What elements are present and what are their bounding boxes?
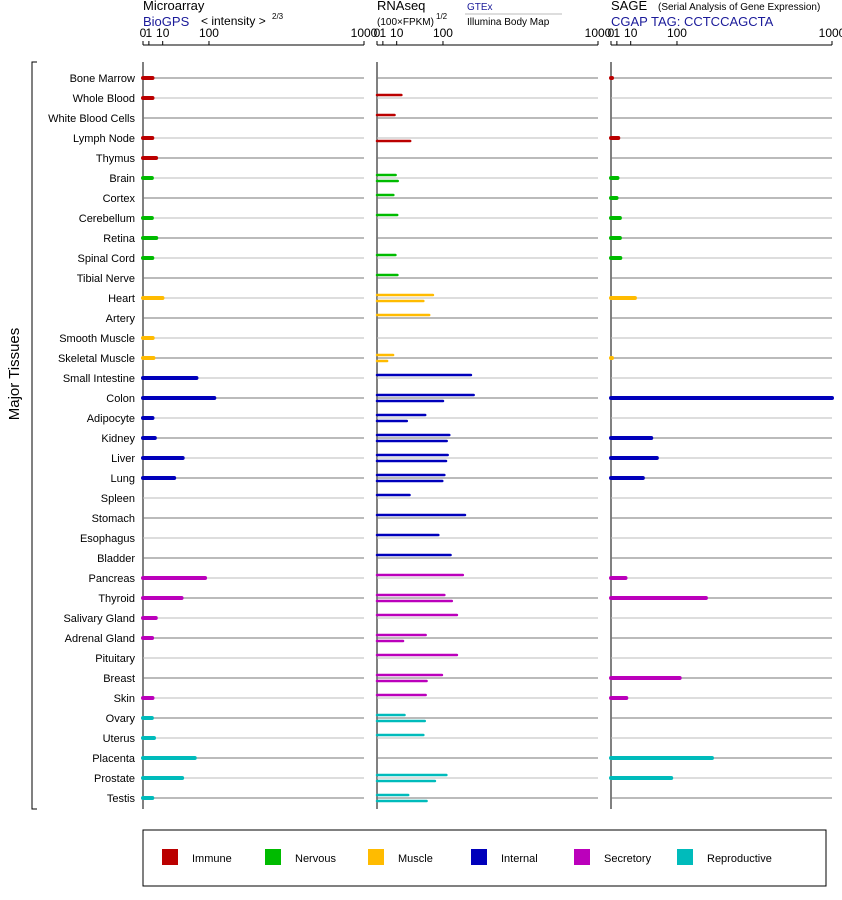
row-label: Artery [106,313,136,325]
legend-swatch [162,849,178,865]
row-label: Smooth Muscle [59,333,135,345]
row-label: Esophagus [80,533,136,545]
rnaseq-unit-exponent: 1/2 [436,12,448,21]
row-label: Prostate [94,773,135,785]
legend-label: Immune [192,853,232,865]
row-label: White Blood Cells [48,113,135,125]
row-labels: Bone Marrow Whole Blood White Blood Cells L… [48,73,136,805]
row-label: Skin [114,693,135,705]
row-label: Adrenal Gland [65,633,135,645]
legend-swatch [471,849,487,865]
row-label: Cortex [103,193,136,205]
legend-item: Reproductive [677,849,772,865]
rnaseq-unit-label: (100×FPKM) [377,17,434,28]
row-label: Adipocyte [87,413,135,425]
row-label: Thymus [96,153,136,165]
legend-item: Muscle [368,849,433,865]
rnaseq-title: RNAseq [377,0,425,13]
legend-label: Secretory [604,853,652,865]
row-label: Ovary [106,713,136,725]
legend-label: Nervous [295,853,336,865]
row-label: Breast [103,673,135,685]
panel-headers: Microarray BioGPS < intensity > 2/3 RNAs… [143,0,820,29]
biogps-link[interactable]: BioGPS [143,14,190,29]
row-label: Uterus [103,733,136,745]
x-tick-label: 0 [608,26,615,40]
row-label: Pituitary [95,653,135,665]
row-label: Whole Blood [73,93,135,105]
row-label: Spleen [101,493,135,505]
x-tick-label: 1 [146,26,153,40]
x-tick-label: 100 [199,26,219,40]
microarray-unit-exponent: 2/3 [272,12,284,21]
legend-swatch [574,849,590,865]
row-label: Heart [108,293,135,305]
x-tick-label: 0 [374,26,381,40]
tissue-bracket [31,61,37,810]
panels: 011010010000110100100001101001000 [140,26,842,809]
x-tick-label: 1000 [585,26,612,40]
row-label: Skeletal Muscle [58,353,135,365]
legend-swatch [368,849,384,865]
legend-item: Secretory [574,849,652,865]
x-tick-label: 0 [140,26,147,40]
row-label: Bladder [97,553,135,565]
legend-label: Internal [501,853,538,865]
x-tick-label: 1000 [819,26,842,40]
row-label: Stomach [92,513,135,525]
cgap-tag-link[interactable]: CGAP TAG: CCTCCAGCTA [611,14,774,29]
x-tick-label: 1000 [351,26,378,40]
row-label: Bone Marrow [70,73,135,85]
microarray-panel: 0 1 10 100 1000 [140,26,378,809]
sage-subtitle: (Serial Analysis of Gene Expression) [658,2,820,13]
microarray-title: Microarray [143,0,205,13]
row-label: Testis [107,793,136,805]
y-axis: Major Tissues Bone Marrow Whole Blood Whit… [6,61,136,810]
x-tick-label: 10 [624,26,638,40]
legend: Immune Nervous Muscle Internal Secretory Repr… [142,829,827,887]
row-label: Lymph Node [73,133,135,145]
x-tick-label: 100 [667,26,687,40]
row-label: Kidney [101,433,135,445]
x-tick-label: 10 [156,26,170,40]
row-label: Brain [109,173,135,185]
row-label: Tibial Nerve [77,273,135,285]
legend-swatch [265,849,281,865]
row-label: Salivary Gland [63,613,135,625]
legend-items: Immune Nervous Muscle Internal Secretory Repr… [162,849,772,865]
illumina-body-map-label: Illumina Body Map [467,17,550,28]
row-label: Cerebellum [79,213,135,225]
row-label: Liver [111,453,135,465]
row-label: Pancreas [89,573,136,585]
legend-item: Nervous [265,849,336,865]
x-tick-label: 1 [380,26,387,40]
x-tick-label: 1 [614,26,621,40]
x-tick-label: 100 [433,26,453,40]
row-label: Lung [111,473,135,485]
legend-label: Muscle [398,853,433,865]
legend-item: Internal [471,849,538,865]
row-label: Spinal Cord [78,253,135,265]
legend-label: Reproductive [707,853,772,865]
x-tick-label: 10 [390,26,404,40]
legend-swatch [677,849,693,865]
gtex-link[interactable]: GTEx [467,2,493,13]
legend-item: Immune [162,849,232,865]
microarray-unit-label: < intensity > [201,14,266,28]
row-label: Retina [103,233,136,245]
row-label: Thyroid [98,593,135,605]
row-label: Small Intestine [63,373,135,385]
rnaseq-panel: 0 1 10 100 1000 [374,26,612,809]
sage-title: SAGE [611,0,647,13]
row-label: Colon [106,393,135,405]
y-axis-title: Major Tissues [6,328,23,421]
row-label: Placenta [92,753,136,765]
